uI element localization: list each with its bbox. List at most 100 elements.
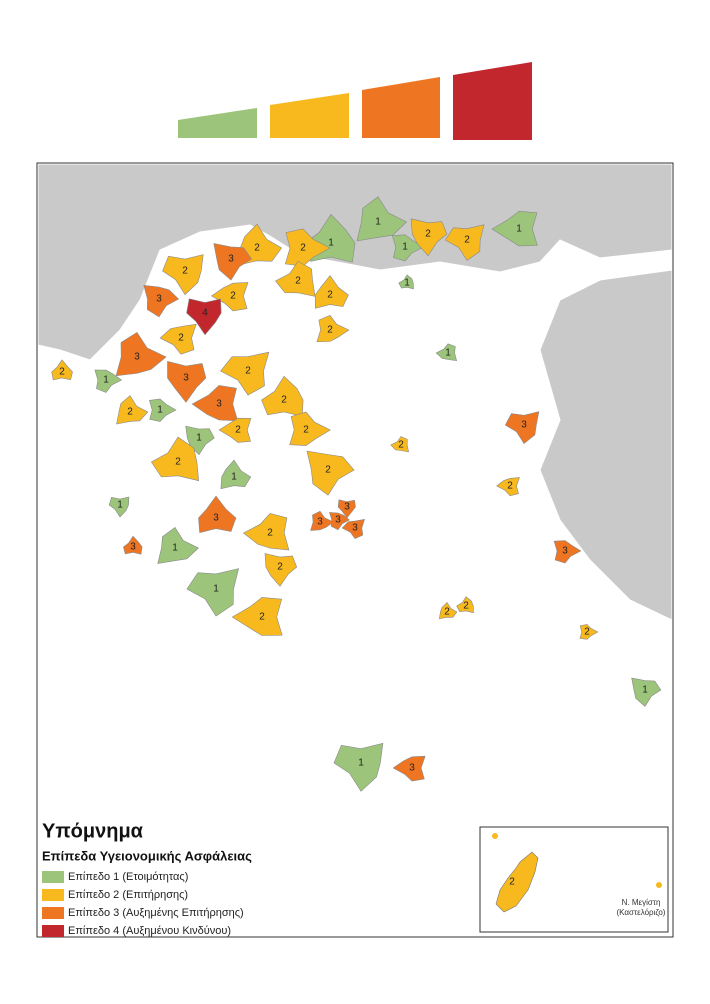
level-bar xyxy=(178,108,257,138)
inset-place-name: Ν. Μεγίστη xyxy=(622,898,661,907)
region xyxy=(231,597,283,636)
region-label: 2 xyxy=(230,291,236,302)
legend-title: Υπόμνημα xyxy=(42,820,144,842)
region xyxy=(491,210,538,247)
region xyxy=(435,343,458,362)
region xyxy=(275,260,316,297)
region-label: 3 xyxy=(335,515,341,526)
region-label: 2 xyxy=(281,395,287,406)
region xyxy=(314,275,349,309)
region-label: 3 xyxy=(352,523,358,534)
region-label: 2 xyxy=(59,367,65,378)
inset-place-note: (Καστελόριζο) xyxy=(617,908,666,917)
inset-island xyxy=(492,833,498,839)
region xyxy=(220,351,270,396)
legend-label: Επίπεδο 4 (Αυξημένου Κινδύνου) xyxy=(68,925,231,937)
region-label: 2 xyxy=(507,481,513,492)
region-label: 3 xyxy=(183,373,189,384)
region-label: 2 xyxy=(178,333,184,344)
region-label: 2 xyxy=(295,276,301,287)
region-label: 2 xyxy=(464,235,470,246)
region-label: 2 xyxy=(425,229,431,240)
legend-label: Επίπεδο 1 (Ετοιμότητας) xyxy=(68,871,188,883)
legend-swatch xyxy=(42,871,64,883)
region-label: 3 xyxy=(130,542,136,553)
legend-swatch xyxy=(42,889,64,901)
region xyxy=(289,411,331,446)
region-label: 3 xyxy=(344,502,350,513)
inset-island xyxy=(656,882,662,888)
region-label: 2 xyxy=(325,465,331,476)
region xyxy=(310,510,334,531)
region xyxy=(162,254,204,296)
region-label: 2 xyxy=(584,627,590,638)
region xyxy=(242,513,290,551)
legend-subtitle: Επίπεδα Υγειονομικής Ασφάλειας xyxy=(42,848,252,863)
region-label: 2 xyxy=(444,607,450,618)
legend-swatch xyxy=(42,925,64,937)
region-label: 3 xyxy=(156,294,162,305)
region xyxy=(108,496,130,518)
region-label: 3 xyxy=(409,763,415,774)
region xyxy=(410,218,448,257)
region xyxy=(167,361,207,403)
region xyxy=(316,315,350,343)
region xyxy=(306,450,355,496)
level-bar xyxy=(362,77,440,138)
region-label: 1 xyxy=(404,278,410,289)
region-label: 3 xyxy=(134,352,140,363)
region-label: 1 xyxy=(196,433,202,444)
region xyxy=(392,755,426,782)
legend-swatch xyxy=(42,907,64,919)
region-label: 2 xyxy=(235,425,241,436)
region xyxy=(116,395,149,425)
region-label: 2 xyxy=(398,440,404,451)
region xyxy=(159,323,197,355)
region xyxy=(210,282,249,312)
region-label: 3 xyxy=(228,254,234,265)
region-label: 3 xyxy=(213,513,219,524)
region xyxy=(356,196,408,242)
region xyxy=(333,742,384,792)
region-label: 1 xyxy=(375,217,381,228)
region xyxy=(157,526,199,564)
region-label: 2 xyxy=(463,601,469,612)
region-label: 4 xyxy=(202,308,208,319)
region-label: 3 xyxy=(521,420,527,431)
region-label: 2 xyxy=(254,243,260,254)
region-label: 1 xyxy=(402,242,408,253)
region-label: 1 xyxy=(172,543,178,554)
level-bar xyxy=(453,62,532,140)
region xyxy=(337,499,356,519)
region xyxy=(341,519,365,539)
region-label: 1 xyxy=(358,758,364,769)
region xyxy=(115,331,167,377)
region-label: 2 xyxy=(259,612,265,623)
region-label: 1 xyxy=(445,348,451,359)
region xyxy=(218,417,252,443)
region xyxy=(143,284,180,318)
region xyxy=(191,385,239,422)
legend-label: Επίπεδο 2 (Επιτήρησης) xyxy=(68,889,188,901)
region-label: 1 xyxy=(213,584,219,595)
region-label: 2 xyxy=(300,243,306,254)
region-label: 1 xyxy=(516,224,522,235)
region-label: 1 xyxy=(231,472,237,483)
legend-label: Επίπεδο 3 (Αυξημένης Επιτήρησης) xyxy=(68,907,244,919)
region xyxy=(150,436,200,482)
region-label: 2 xyxy=(303,425,309,436)
region xyxy=(439,602,458,620)
region xyxy=(329,512,350,531)
region xyxy=(631,677,662,707)
region xyxy=(496,477,520,497)
region-label: 3 xyxy=(317,517,323,528)
region-label: 2 xyxy=(182,266,188,277)
region-label: 2 xyxy=(127,407,133,418)
region-label: 1 xyxy=(117,500,123,511)
region-label: 2 xyxy=(267,528,273,539)
region xyxy=(284,228,331,267)
region xyxy=(444,224,485,261)
region-label: 3 xyxy=(216,399,222,410)
inset-label: 2 xyxy=(509,877,515,888)
